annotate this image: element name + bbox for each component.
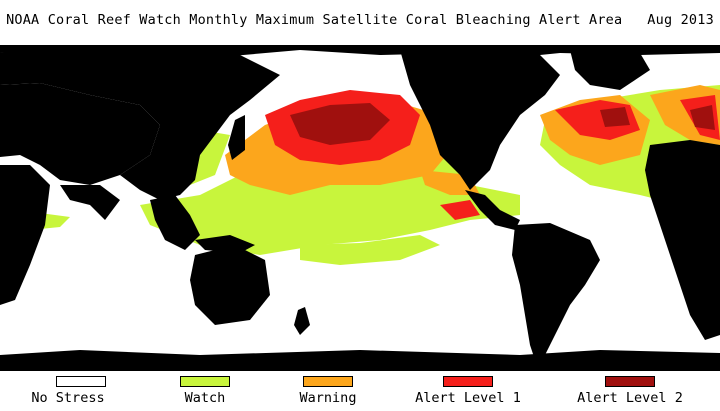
antarctica-land: [0, 350, 720, 371]
greenland-land: [570, 50, 650, 90]
japan-land: [228, 115, 245, 160]
legend-swatch-alert-level-1: [443, 376, 493, 387]
south-america-land: [512, 223, 600, 360]
legend-item-watch: Watch: [145, 376, 265, 408]
legend-label-alert-level-2: Alert Level 2: [577, 390, 683, 406]
southeast-asia-land: [150, 195, 200, 250]
legend-label-alert-level-1: Alert Level 1: [415, 390, 521, 406]
australia-land: [190, 245, 270, 325]
legend-swatch-alert-level-2: [605, 376, 655, 387]
bleaching-alert-map: [0, 45, 720, 371]
eurasia-west-land: [0, 83, 160, 185]
legend-swatch-warning: [303, 376, 353, 387]
central-america-land: [465, 190, 520, 230]
indonesia-land: [195, 235, 255, 253]
legend-label-no-stress: No Stress: [31, 390, 105, 406]
legend-label-warning: Warning: [299, 390, 357, 406]
map-title: NOAA Coral Reef Watch Monthly Maximum Sa…: [6, 12, 714, 28]
north-america-land: [400, 50, 560, 190]
legend-swatch-no-stress: [56, 376, 106, 387]
legend-swatch-watch: [180, 376, 230, 387]
new-zealand-land: [294, 307, 310, 335]
land-masses: [0, 45, 720, 371]
legend-item-no-stress: No Stress: [8, 376, 128, 408]
legend-item-alert-level-2: Alert Level 2: [570, 376, 690, 408]
asia-land: [0, 45, 280, 200]
europe-africa-east-land: [645, 140, 720, 340]
legend-item-warning: Warning: [268, 376, 388, 408]
africa-land: [0, 165, 50, 305]
legend-label-watch: Watch: [184, 390, 226, 406]
south-asia-land: [60, 185, 120, 220]
legend-item-alert-level-1: Alert Level 1: [408, 376, 528, 408]
